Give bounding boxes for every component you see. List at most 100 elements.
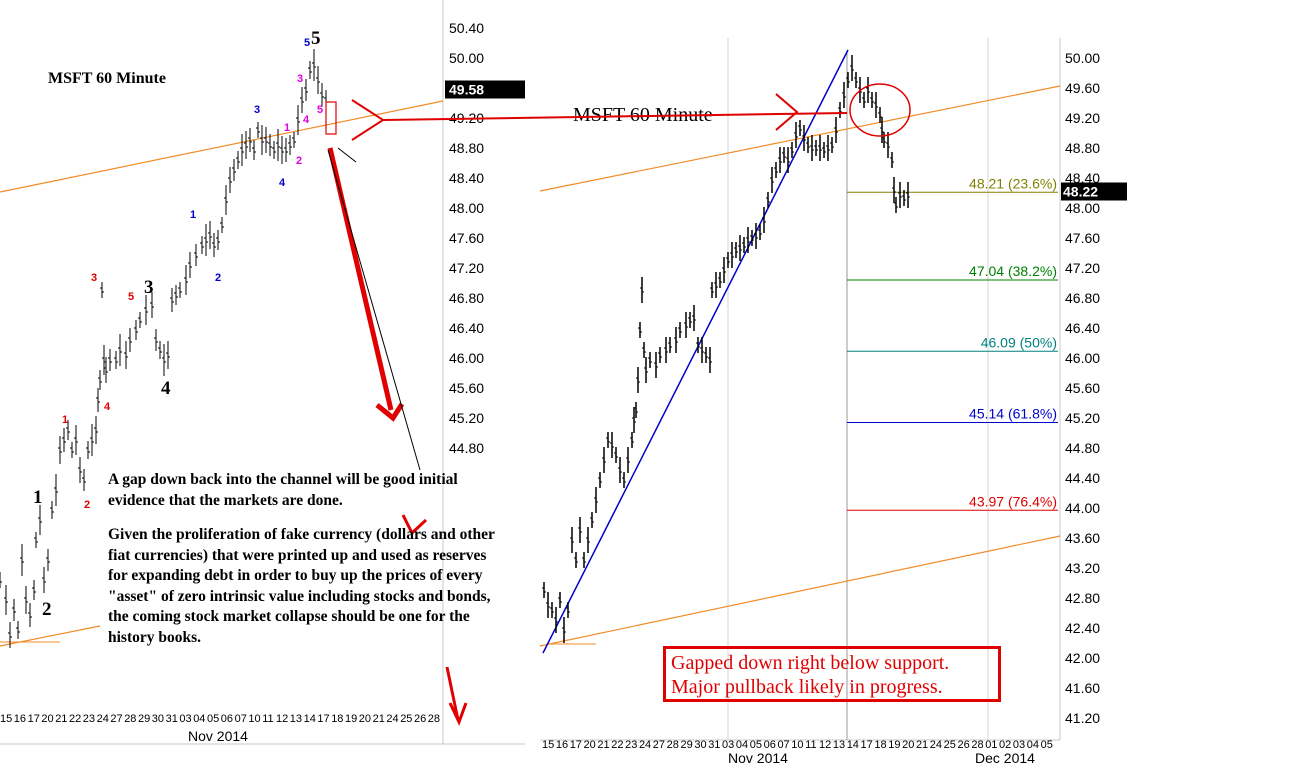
left-x-tick-label: 11	[262, 713, 273, 725]
left-wave-label-large: 1	[33, 487, 43, 508]
right-x-tick-label: 24	[930, 739, 942, 751]
left-chart: 50.4050.0049.6049.2048.8048.4048.0047.60…	[0, 0, 525, 745]
left-y-tick-label: 50.40	[449, 20, 484, 36]
callout-line-2: Major pullback likely in progress.	[671, 676, 943, 698]
left-downtrend-arrowhead	[375, 402, 405, 422]
left-x-tick-label: 25	[400, 713, 412, 725]
left-y-tick-label: 48.00	[449, 200, 484, 216]
callout-line-1: Gapped down right below support.	[671, 652, 950, 674]
connector-line	[382, 112, 848, 121]
right-x-tick-label: 25	[944, 739, 956, 751]
left-x-tick-label: 29	[138, 713, 150, 725]
right-x-tick-label: 27	[653, 739, 665, 751]
right-x-tick-label: 06	[764, 739, 776, 751]
left-x-tick-label: 28	[428, 713, 440, 725]
left-x-tick-label: 26	[414, 713, 426, 725]
right-x-tick-label: 23	[625, 739, 637, 751]
connector-left-chevron	[351, 99, 385, 141]
left-x-tick-label: 05	[207, 713, 219, 725]
right-x-tick-label: 22	[611, 739, 623, 751]
left-wave-label: 5	[128, 291, 134, 303]
left-x-tick-label: 21	[373, 713, 385, 725]
left-y-tick-label: 47.20	[449, 260, 484, 276]
right-x-tick-label: 20	[584, 739, 596, 751]
right-y-tick-label: 48.00	[1065, 200, 1100, 216]
right-fib-label: 45.14 (61.8%)	[969, 406, 1057, 422]
connector-right-chevron	[775, 93, 799, 131]
right-y-tick-label: 46.00	[1065, 350, 1100, 366]
right-x-tick-label: 24	[639, 739, 651, 751]
callout-box: Gapped down right below support. Major p…	[663, 646, 1001, 702]
left-y-tick-label: 44.80	[449, 440, 484, 456]
right-y-tick-label: 42.80	[1065, 590, 1100, 606]
right-x-tick-label: 11	[805, 739, 816, 751]
right-y-tick-label: 44.80	[1065, 440, 1100, 456]
left-x-tick-label: 04	[193, 713, 205, 725]
right-x-tick-label: 13	[833, 739, 845, 751]
left-wave-label: 3	[297, 73, 303, 85]
right-x-tick-label: 03	[1013, 739, 1025, 751]
left-x-tick-label: 10	[248, 713, 260, 725]
left-channel-upper	[0, 100, 444, 193]
right-trendline	[542, 49, 849, 654]
right-y-tick-label: 48.80	[1065, 140, 1100, 156]
left-x-tick-label: 21	[55, 713, 67, 725]
left-wave-label: 2	[215, 272, 221, 284]
right-y-tick-label: 45.60	[1065, 380, 1100, 396]
right-fib-label: 48.21 (23.6%)	[969, 175, 1057, 191]
right-chart: 50.00 49.60 49.20 48.80 48.40 48.00 47.60 47.20…	[539, 38, 1127, 766]
left-wave-label: 3	[254, 104, 260, 116]
left-x-tick-label: 19	[345, 713, 357, 725]
left-x-tick-label: 20	[359, 713, 371, 725]
right-x-tick-label: 15	[542, 739, 554, 751]
right-last-price-badge	[1061, 182, 1127, 201]
right-x-tick-label: 17	[861, 739, 873, 751]
left-x-tick-label: 30	[152, 713, 164, 725]
right-x-month-label: Dec 2014	[975, 750, 1035, 766]
left-y-tick-label: 48.80	[449, 140, 484, 156]
right-x-tick-label: 18	[874, 739, 886, 751]
left-y-tick-label: 50.00	[449, 50, 484, 66]
right-x-tick-label: 10	[791, 739, 803, 751]
right-x-tick-label: 21	[916, 739, 928, 751]
left-wave-label: 5	[317, 104, 323, 116]
right-x-tick-label: 03	[722, 739, 734, 751]
left-y-tick-label: 46.80	[449, 290, 484, 306]
right-y-tick-label: 46.80	[1065, 290, 1100, 306]
left-x-tick-label: 22	[69, 713, 81, 725]
left-wave-label: 1	[190, 209, 196, 221]
left-x-tick-label: 24	[386, 713, 398, 725]
left-y-tick-label: 46.40	[449, 320, 484, 336]
right-x-tick-label: 05	[750, 739, 762, 751]
right-y-tick-label: 49.60	[1065, 80, 1100, 96]
right-fib-label: 47.04 (38.2%)	[969, 263, 1057, 279]
left-x-tick-label: 24	[97, 713, 109, 725]
left-x-tick-label: 03	[179, 713, 191, 725]
right-x-tick-label: 26	[958, 739, 970, 751]
right-channel-upper	[539, 85, 1061, 192]
left-x-tick-label: 14	[304, 713, 316, 725]
right-x-tick-label: 01	[985, 739, 997, 751]
right-x-tick-label: 28	[971, 739, 983, 751]
commentary-note: A gap down back into the channel will be…	[108, 470, 508, 662]
right-x-tick-label: 16	[556, 739, 568, 751]
right-y-tick-label: 42.00	[1065, 650, 1100, 666]
left-small-arrow-2	[445, 666, 468, 726]
right-fib-label: 46.09 (50%)	[981, 334, 1057, 350]
right-gap-circle	[849, 83, 911, 137]
left-wave-label-large: 2	[42, 599, 52, 620]
right-x-tick-label: 28	[667, 739, 679, 751]
left-small-arrow-1	[401, 514, 428, 536]
left-wave-label: 4	[303, 114, 310, 126]
left-channel-lower	[0, 625, 101, 647]
right-x-tick-label: 19	[888, 739, 900, 751]
right-x-tick-label: 31	[708, 739, 720, 751]
right-y-tick-label: 44.00	[1065, 500, 1100, 516]
left-y-tick-label: 46.00	[449, 350, 484, 366]
commentary-paragraph-1: A gap down back into the channel will be…	[108, 471, 458, 509]
left-x-tick-label: 15	[0, 713, 12, 725]
right-chart-title: MSFT 60 Minute	[573, 104, 713, 126]
left-y-tick-label: 48.40	[449, 170, 484, 186]
right-y-tick-label: 43.20	[1065, 560, 1100, 576]
right-y-tick-label: 41.20	[1065, 710, 1100, 726]
